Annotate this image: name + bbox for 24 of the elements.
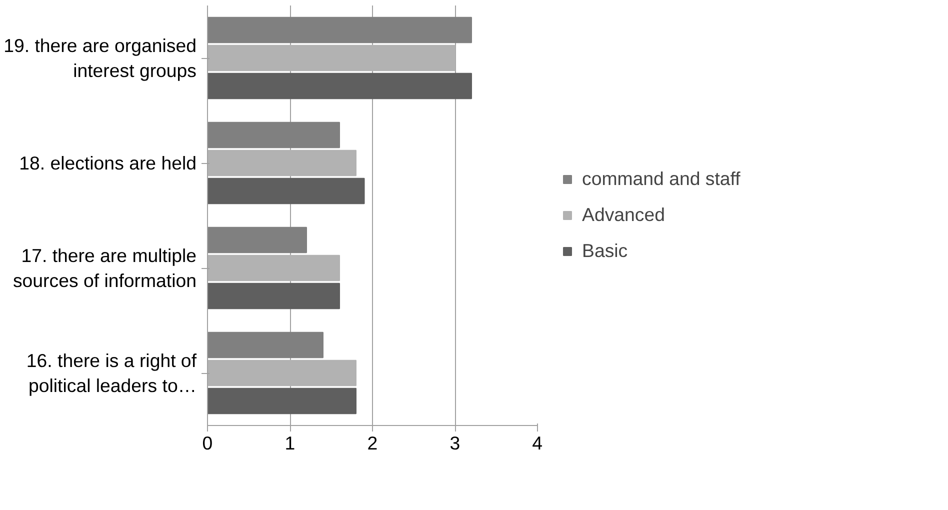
x-tick-label: 3: [450, 432, 460, 454]
bar: [208, 332, 324, 358]
bar: [208, 16, 472, 44]
y-tick-label: 16. there is a right of political leaders to…: [26, 350, 198, 396]
bar: [208, 254, 340, 282]
y-tick-label: 17. there are multiple sources of information: [12, 244, 197, 292]
y-tick-label: 18. elections are held: [19, 152, 197, 174]
bar: [208, 360, 356, 386]
legend-label: command and staff: [582, 168, 740, 190]
x-tick-label: 4: [532, 432, 543, 454]
bar: [208, 282, 340, 310]
x-tick-label: 1: [284, 432, 296, 454]
bar: [208, 178, 365, 204]
x-tick-label: 0: [202, 432, 213, 454]
bar: [208, 150, 356, 176]
bar: [208, 44, 456, 72]
x-tick-label: 2: [367, 432, 378, 454]
bar: [208, 72, 472, 100]
y-tick-label: 19. there are organised interest groups: [4, 34, 197, 82]
bar: [208, 122, 340, 148]
legend-label: Advanced: [582, 204, 665, 226]
bar: [208, 388, 356, 414]
legend-label: Basic: [582, 240, 628, 262]
bar: [208, 226, 307, 254]
